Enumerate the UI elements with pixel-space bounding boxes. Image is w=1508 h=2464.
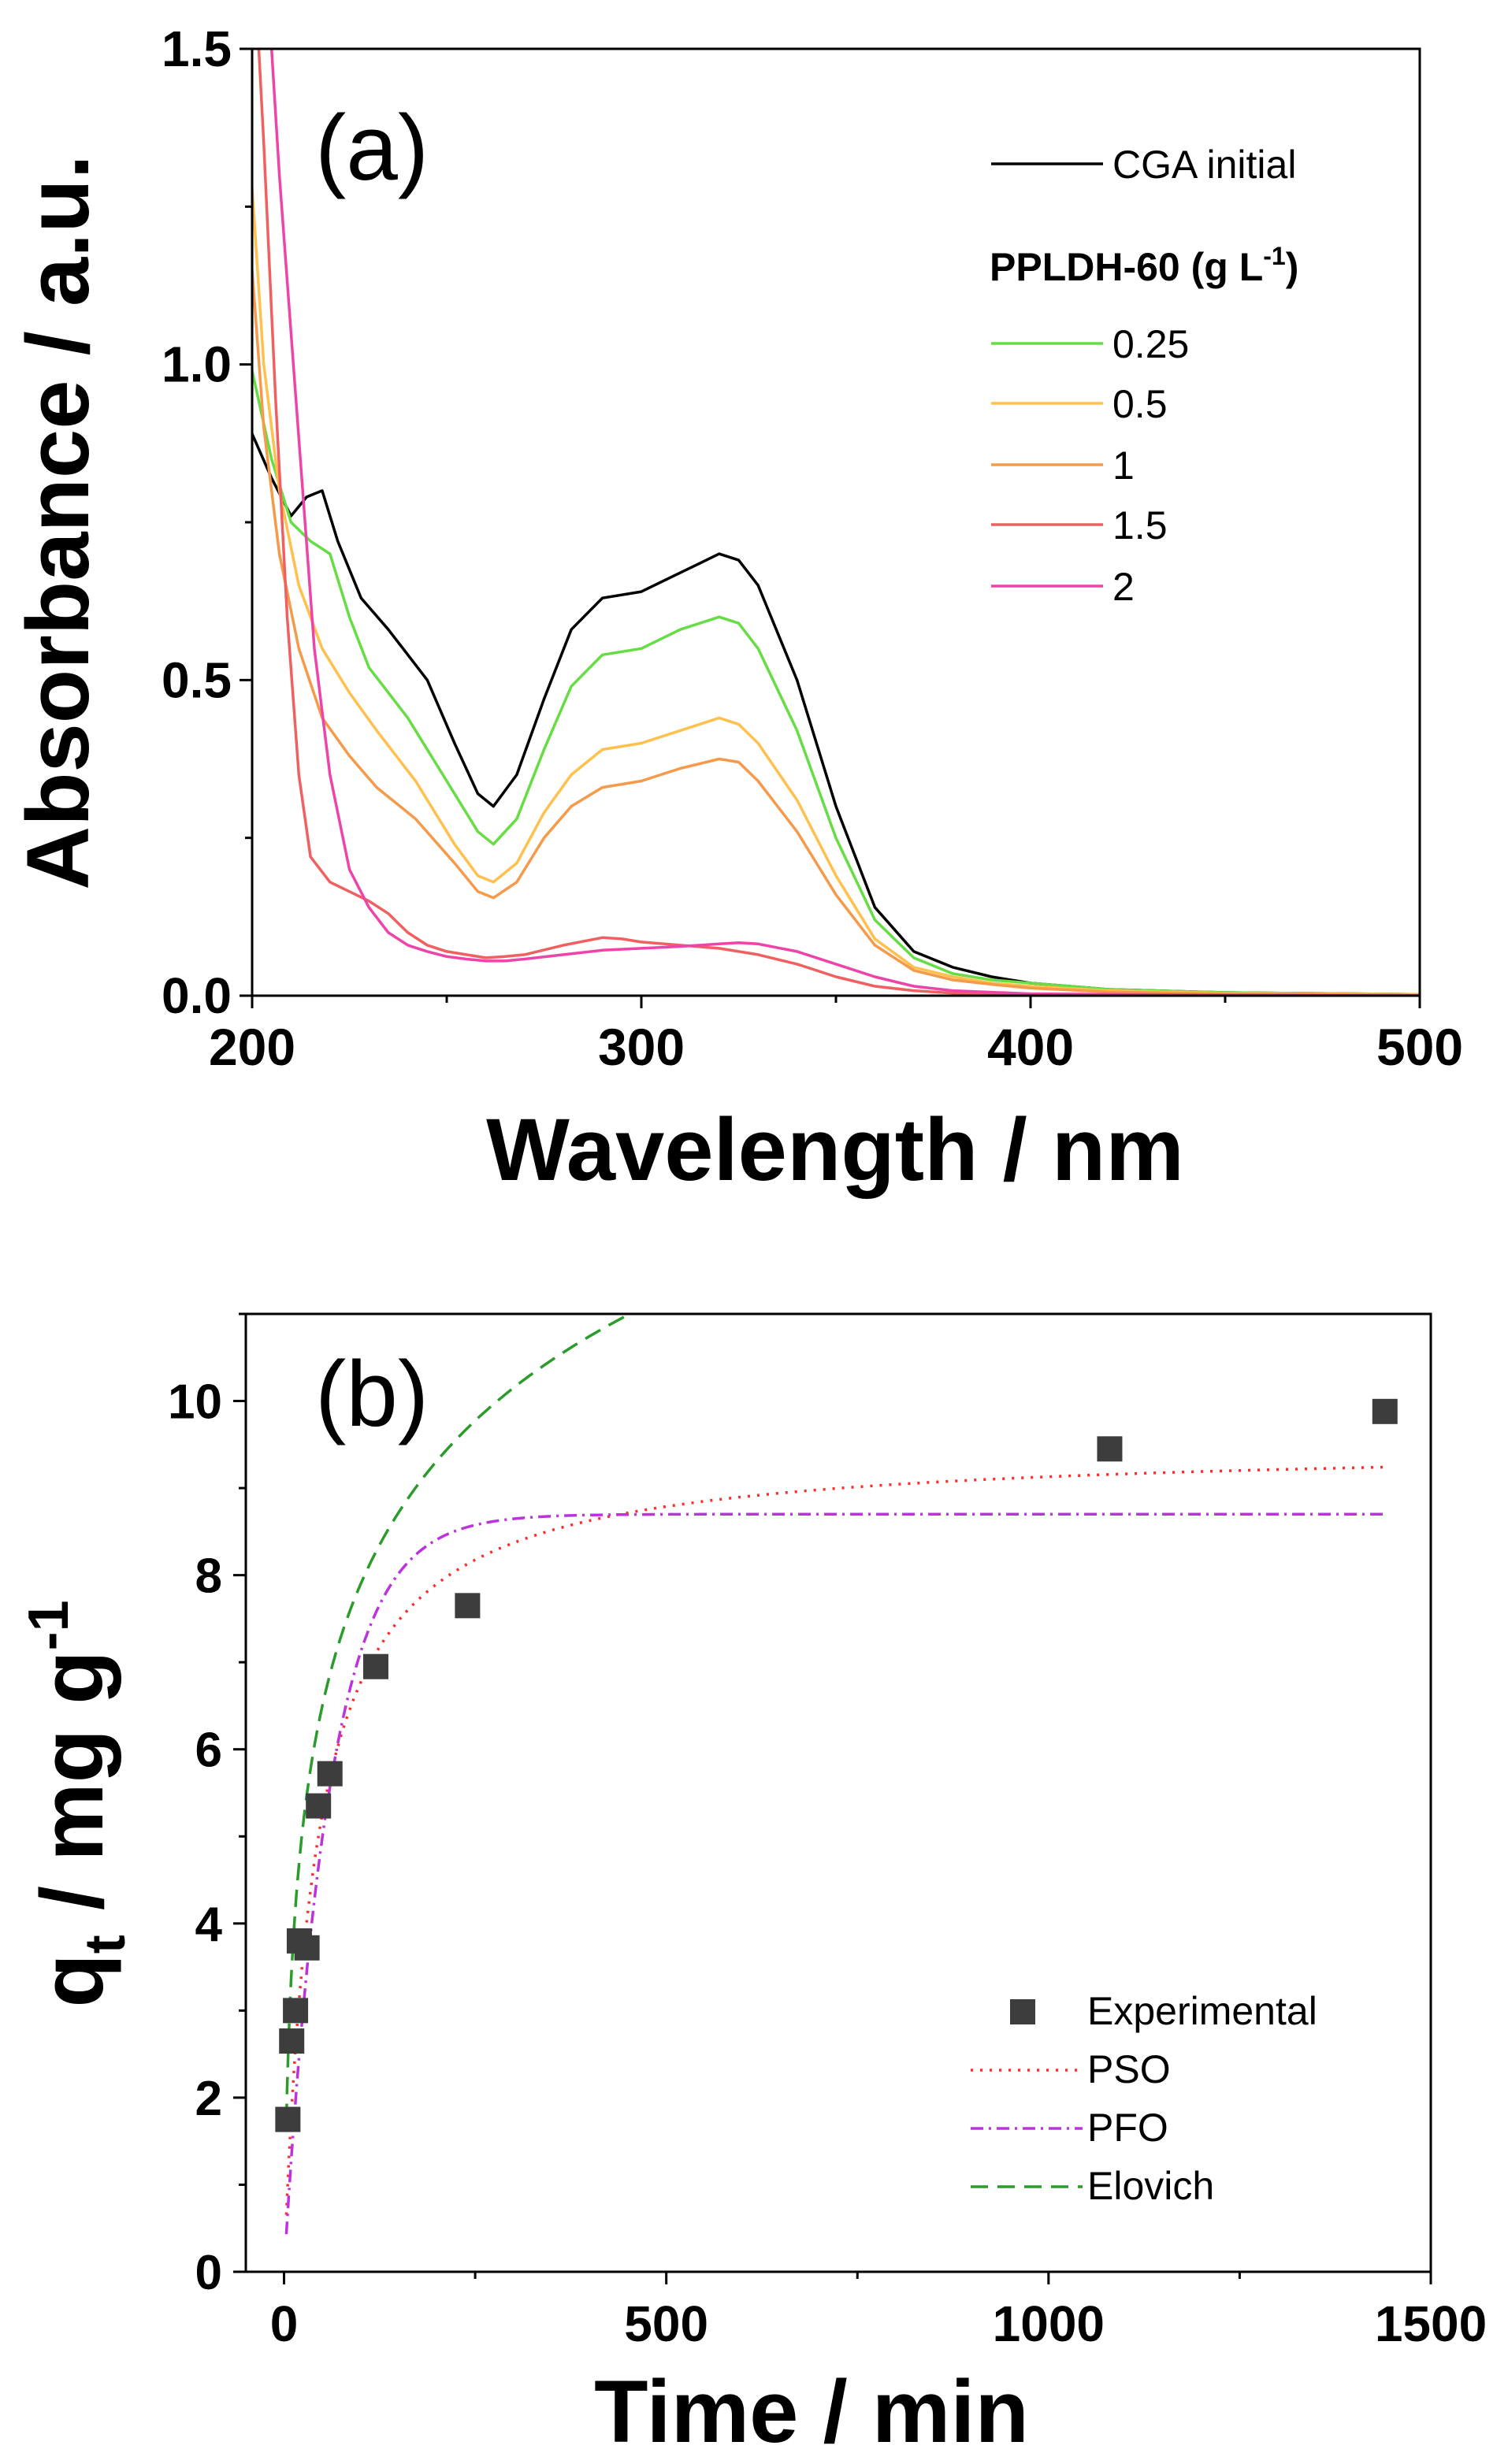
panel-a-legend-label-1: 0.25 (1112, 322, 1189, 366)
panel-b-legend-label-experimental: Experimental (1087, 1989, 1317, 2033)
panel-b-experimental-point (306, 1793, 332, 1819)
panel-b: 0 500 1000 1500 0 2 4 6 8 10 (b) Time / min qt / … (17, 1312, 1487, 2461)
panel-a-series-line-1 (252, 370, 1420, 996)
panel-a-xtick-label: 200 (209, 1018, 295, 1076)
panel-b-experimental-point (283, 1998, 309, 2024)
panel-a-series-line-3 (252, 269, 1420, 996)
panel-a-legend-title: PPLDH-60 (g L-1) (990, 242, 1298, 289)
panel-b-experimental-point (294, 1935, 320, 1961)
panel-b-experimental-point (455, 1593, 481, 1619)
panel-a-tick-labels: 200 300 400 500 0.0 0.5 1.0 1.5 (162, 20, 1463, 1076)
panel-a-xtick-label: 400 (987, 1018, 1074, 1076)
panel-b-ylabel: qt / mg g-1 (17, 1600, 137, 2007)
panel-a-series-line-5 (269, 49, 1420, 996)
panel-b-tick-labels: 0 500 1000 1500 0 2 4 6 8 10 (168, 1375, 1487, 2352)
panel-b-ytick-label: 8 (195, 1549, 222, 1604)
panel-a-legend-label-4: 1.5 (1112, 503, 1168, 547)
panel-b-ytick-label: 2 (195, 2072, 222, 2126)
panel-b-legend-label-pfo: PFO (1087, 2106, 1168, 2150)
panel-a-xlabel: Wavelength / nm (486, 1100, 1184, 1199)
panel-b-model-line-elovich (284, 1314, 633, 2121)
panel-a-series-group (252, 49, 1420, 996)
panel-b-legend-label-pso: PSO (1087, 2047, 1171, 2091)
panel-a: 200 300 400 500 0.0 0.5 1.0 1.5 (a) Wavelength … (9, 20, 1463, 1199)
panel-a-legend: CGA initial 0.25 0.5 1 1.5 2 (991, 143, 1296, 609)
panel-b-ytick-label: 6 (195, 1724, 222, 1778)
panel-a-series-line-4 (257, 49, 1420, 996)
panel-b-ytick-label: 0 (195, 2246, 222, 2300)
panel-a-xtick-label: 500 (1376, 1018, 1463, 1076)
panel-a-ytick-label: 1.5 (162, 20, 232, 77)
panel-b-experimental-point (317, 1761, 343, 1787)
panel-b-ytick-label: 10 (168, 1375, 222, 1430)
panel-b-legend-swatch-experimental (1010, 1999, 1035, 2024)
panel-b-xtick-label: 0 (270, 2295, 299, 2352)
panel-a-ticks (240, 47, 1421, 1008)
panel-b-xlabel: Time / min (594, 2362, 1029, 2461)
panel-a-ylabel: Absorbance / a.u. (9, 154, 107, 890)
panel-a-legend-label-2: 0.5 (1112, 382, 1168, 426)
panel-b-model-line-pfo (284, 1512, 1385, 2235)
panel-b-experimental-point (1097, 1436, 1123, 1462)
panel-b-experimental-point (362, 1653, 388, 1679)
panel-b-legend-label-elovich: Elovich (1087, 2164, 1214, 2208)
panel-a-series-line-0 (252, 433, 1420, 996)
panel-b-ytick-label: 4 (195, 1898, 223, 1952)
panel-a-xtick-label: 300 (598, 1018, 685, 1076)
panel-a-legend-label-0: CGA initial (1112, 143, 1296, 187)
panel-a-ytick-label: 1.0 (162, 336, 232, 393)
panel-a-ytick-label: 0.0 (162, 967, 232, 1024)
panel-b-model-line-pso (284, 1465, 1385, 2215)
panel-a-legend-label-5: 2 (1112, 565, 1135, 609)
panel-b-series-group (275, 1314, 1398, 2235)
panel-b-experimental-point (275, 2106, 301, 2132)
panel-a-label: (a) (315, 96, 429, 200)
panel-b-frame (244, 1312, 1432, 2273)
panel-b-experimental-point (1372, 1398, 1398, 1424)
panel-b-xtick-label: 500 (624, 2295, 708, 2352)
panel-b-xtick-label: 1000 (993, 2295, 1105, 2352)
panel-b-label: (b) (315, 1342, 429, 1446)
panel-a-legend-label-3: 1 (1112, 443, 1135, 488)
panel-a-series-line-2 (252, 187, 1420, 996)
panel-b-legend: Experimental PSO PFO Elovich (971, 1989, 1317, 2208)
panel-b-ticks (233, 1312, 1432, 2284)
panel-b-xtick-label: 1500 (1375, 2295, 1487, 2352)
panel-a-ytick-label: 0.5 (162, 651, 232, 708)
panel-b-experimental-point (279, 2028, 305, 2054)
